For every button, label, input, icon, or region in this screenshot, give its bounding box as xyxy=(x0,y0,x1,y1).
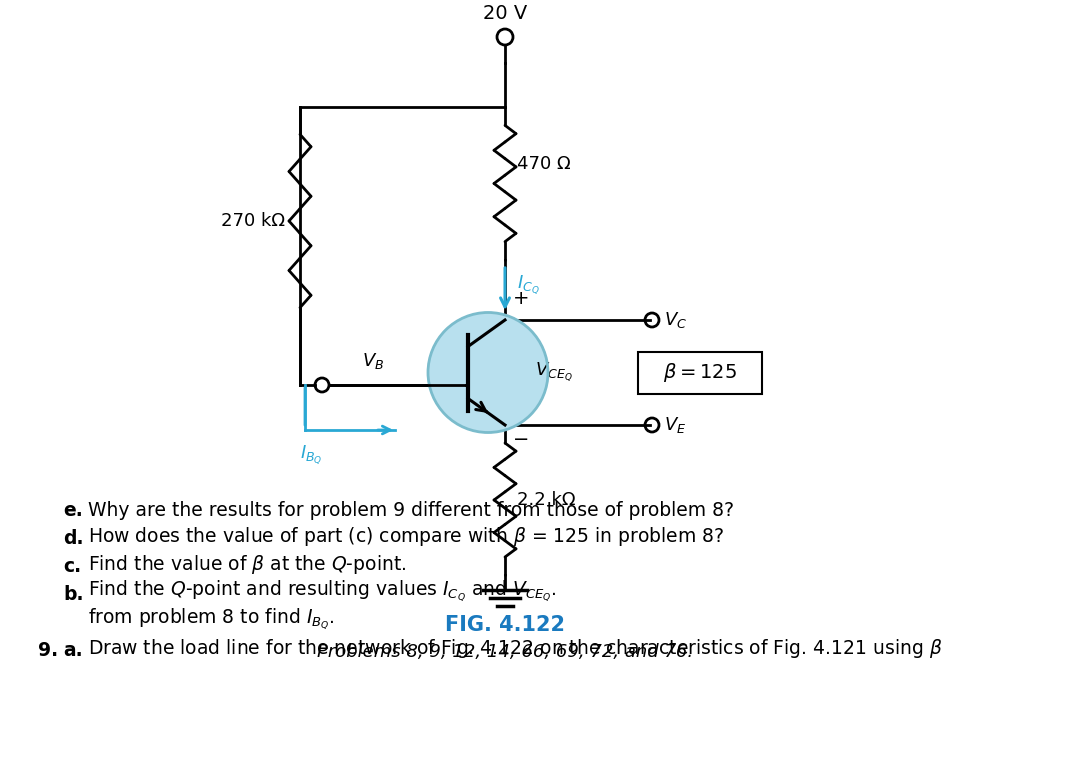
Text: 470 Ω: 470 Ω xyxy=(517,155,570,172)
Text: b.: b. xyxy=(63,585,83,604)
Text: c.: c. xyxy=(63,557,81,576)
Circle shape xyxy=(428,312,548,432)
Text: Why are the results for problem 9 different from those of problem 8?: Why are the results for problem 9 differ… xyxy=(87,501,734,520)
Text: Find the $Q$-point and resulting values $I_{C_Q}$ and $V_{CE_Q}$.: Find the $Q$-point and resulting values … xyxy=(87,579,557,604)
Text: a.: a. xyxy=(63,641,83,660)
Text: Draw the load line for the network of Fig. 4.122 on the characteristics of Fig. : Draw the load line for the network of Fi… xyxy=(87,637,943,660)
Text: $V_C$: $V_C$ xyxy=(664,310,687,330)
Text: $I_{C_Q}$: $I_{C_Q}$ xyxy=(517,273,540,297)
Text: from problem 8 to find $I_{B_Q}$.: from problem 8 to find $I_{B_Q}$. xyxy=(87,607,335,632)
Text: How does the value of part (c) compare with $\beta$ = 125 in problem 8?: How does the value of part (c) compare w… xyxy=(87,525,725,548)
Text: 20 V: 20 V xyxy=(483,4,527,23)
Text: 270 kΩ: 270 kΩ xyxy=(221,212,285,230)
Text: Find the value of $\beta$ at the $Q$-point.: Find the value of $\beta$ at the $Q$-poi… xyxy=(87,553,406,576)
Text: 9.: 9. xyxy=(38,641,58,660)
Text: FIG. 4.122: FIG. 4.122 xyxy=(445,615,565,635)
Text: Problems 8, 9, 12, 14, 66, 69, 72, and 76.: Problems 8, 9, 12, 14, 66, 69, 72, and 7… xyxy=(316,643,693,661)
FancyBboxPatch shape xyxy=(638,351,762,393)
Text: $V_E$: $V_E$ xyxy=(664,415,686,435)
Text: −: − xyxy=(513,430,529,449)
Text: $V_B$: $V_B$ xyxy=(362,351,384,371)
Text: +: + xyxy=(513,289,529,308)
Text: $\beta = 125$: $\beta = 125$ xyxy=(663,361,737,384)
Text: e.: e. xyxy=(63,501,83,520)
Text: $I_{B_Q}$: $I_{B_Q}$ xyxy=(300,444,323,467)
Text: $V_{CE_Q}$: $V_{CE_Q}$ xyxy=(535,361,572,384)
Text: 2.2 kΩ: 2.2 kΩ xyxy=(517,491,576,509)
Text: d.: d. xyxy=(63,529,83,548)
